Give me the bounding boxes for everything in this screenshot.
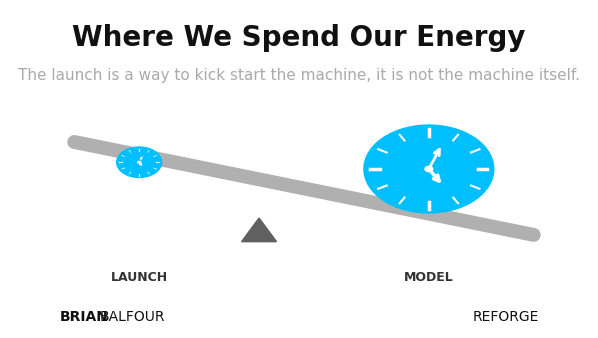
Polygon shape	[242, 218, 276, 242]
Circle shape	[117, 147, 161, 177]
Text: MODEL: MODEL	[404, 271, 454, 284]
Text: LAUNCH: LAUNCH	[111, 271, 167, 284]
Text: BRIAN: BRIAN	[59, 311, 108, 324]
Text: Where We Spend Our Energy: Where We Spend Our Energy	[72, 24, 526, 52]
Circle shape	[138, 161, 141, 163]
Text: The launch is a way to kick start the machine, it is not the machine itself.: The launch is a way to kick start the ma…	[18, 68, 580, 82]
Text: BALFOUR: BALFOUR	[99, 311, 164, 324]
Circle shape	[364, 125, 494, 213]
Circle shape	[425, 166, 433, 172]
Text: REFORGE: REFORGE	[472, 311, 539, 324]
